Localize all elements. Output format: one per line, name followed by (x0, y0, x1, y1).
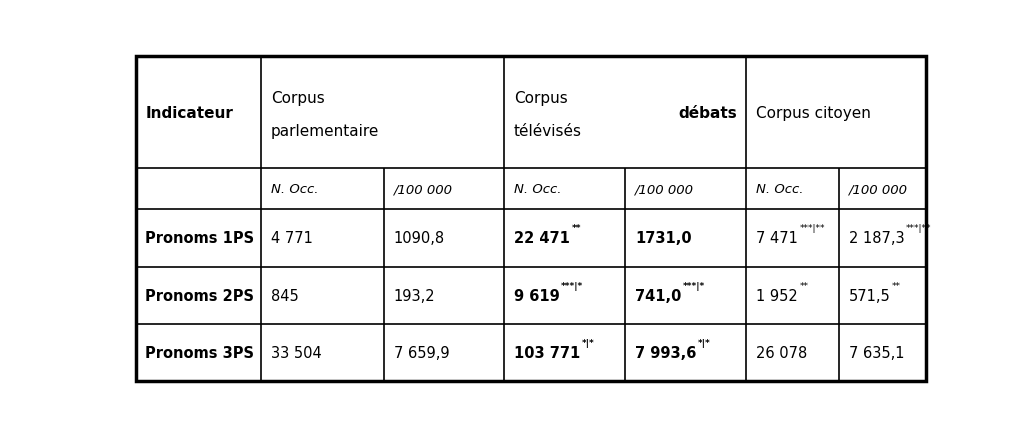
Text: 7 993,6: 7 993,6 (635, 345, 696, 360)
Text: 2 187,3: 2 187,3 (849, 231, 905, 246)
Text: 9 619: 9 619 (514, 289, 559, 303)
Text: N. Occ.: N. Occ. (756, 183, 803, 196)
Text: Corpus: Corpus (271, 91, 325, 105)
Text: ***|*: ***|* (561, 281, 583, 290)
Text: 7 635,1: 7 635,1 (849, 345, 905, 360)
Text: 33 504: 33 504 (271, 345, 322, 360)
Text: ***|**: ***|** (799, 224, 825, 233)
Text: *|*: *|* (582, 338, 595, 347)
Text: ***|*: ***|* (682, 281, 705, 290)
Text: N. Occ.: N. Occ. (514, 183, 561, 196)
Text: **: ** (572, 224, 581, 233)
Text: *|*: *|* (698, 338, 710, 347)
Text: 103 771: 103 771 (514, 345, 580, 360)
Text: 4 771: 4 771 (271, 231, 313, 246)
Text: 1 952: 1 952 (756, 289, 797, 303)
Text: Corpus: Corpus (514, 91, 568, 105)
Text: 26 078: 26 078 (756, 345, 808, 360)
Text: 1731,0: 1731,0 (635, 231, 692, 246)
Text: Indicateur: Indicateur (145, 105, 233, 121)
Text: /100 000: /100 000 (394, 183, 453, 196)
Text: 193,2: 193,2 (394, 289, 435, 303)
Text: parlementaire: parlementaire (271, 124, 379, 139)
Text: Pronoms 2PS: Pronoms 2PS (145, 289, 254, 303)
Text: 7 659,9: 7 659,9 (394, 345, 450, 360)
Text: /100 000: /100 000 (849, 183, 908, 196)
Text: télévisés: télévisés (514, 124, 582, 139)
Text: 845: 845 (271, 289, 299, 303)
Text: 741,0: 741,0 (635, 289, 681, 303)
Text: 571,5: 571,5 (849, 289, 890, 303)
Text: Pronoms 3PS: Pronoms 3PS (145, 345, 254, 360)
Text: N. Occ.: N. Occ. (271, 183, 318, 196)
Text: **: ** (799, 281, 809, 290)
Text: 1090,8: 1090,8 (394, 231, 445, 246)
Text: 7 471: 7 471 (756, 231, 798, 246)
Text: débats: débats (678, 105, 736, 121)
Text: **: ** (892, 281, 902, 290)
Text: Pronoms 1PS: Pronoms 1PS (145, 231, 254, 246)
Text: ***|**: ***|** (906, 224, 932, 233)
Text: /100 000: /100 000 (635, 183, 694, 196)
Text: 22 471: 22 471 (514, 231, 570, 246)
Text: Corpus citoyen: Corpus citoyen (756, 105, 871, 121)
